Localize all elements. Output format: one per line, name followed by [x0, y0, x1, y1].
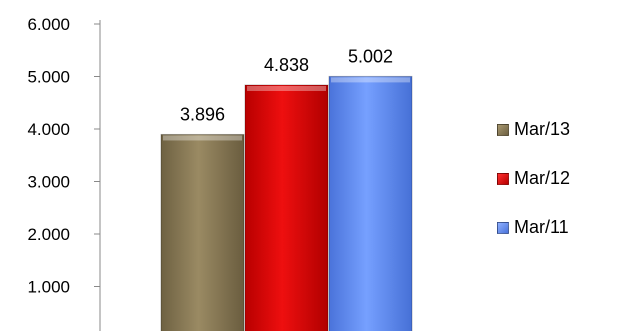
bar-mar11 — [328, 75, 413, 331]
legend-label: Mar/11 — [514, 217, 569, 237]
data-label: 3.896 — [180, 104, 225, 124]
y-tick-label: 3.000 — [27, 173, 70, 192]
legend-item: Mar/12 — [497, 167, 617, 190]
legend-item: Mar/13 — [497, 118, 617, 141]
legend-item: Mar/11 — [497, 216, 617, 239]
y-tick-label: 1.000 — [27, 278, 70, 297]
data-label: 4.838 — [264, 55, 309, 75]
y-tick-label: 5.000 — [27, 68, 70, 87]
legend-swatch-mar11 — [497, 221, 509, 234]
legend-label: Mar/13 — [514, 119, 571, 139]
y-tick-label: 2.000 — [27, 225, 70, 244]
bar-highlight — [163, 135, 242, 141]
legend-label: Mar/12 — [514, 168, 571, 188]
y-tick-label: 4.000 — [27, 120, 70, 139]
y-tick-label: 6.000 — [27, 15, 70, 34]
bar-mar13 — [160, 133, 245, 331]
bar-highlight — [247, 86, 326, 92]
legend-swatch-mar13 — [497, 123, 509, 136]
bar-highlight — [331, 77, 410, 83]
legend: Mar/13 Mar/12 Mar/11 — [497, 118, 617, 265]
data-label: 5.002 — [348, 46, 393, 66]
bar-mar12 — [244, 84, 329, 331]
legend-swatch-mar12 — [497, 172, 509, 185]
